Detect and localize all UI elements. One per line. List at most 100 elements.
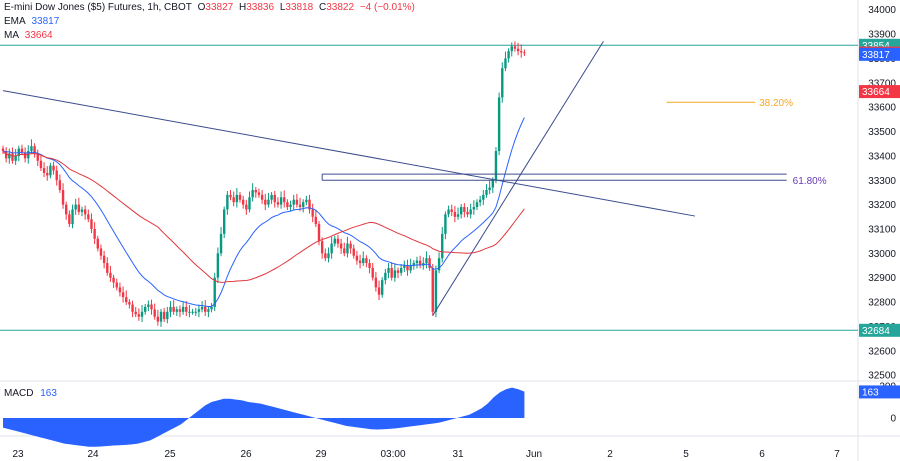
candle-body	[1, 148, 5, 152]
candle-body	[412, 263, 415, 266]
candle-body	[264, 199, 267, 205]
candle-body	[295, 199, 299, 205]
candle-body	[472, 207, 476, 210]
candle-body	[343, 248, 346, 254]
candle-body	[453, 211, 457, 217]
candle-body	[333, 238, 336, 244]
candle-body	[213, 277, 216, 307]
candle-body	[245, 204, 248, 210]
candle-body	[125, 297, 128, 303]
candle-body	[216, 253, 220, 278]
time-tick-label: 25	[164, 449, 176, 460]
low-label: L	[279, 2, 286, 13]
candle-body	[150, 304, 153, 310]
candle-body	[254, 190, 257, 193]
candle-body	[374, 277, 378, 288]
candle-body	[61, 190, 65, 205]
candle-body	[87, 214, 90, 220]
price-tick-label: 33500	[868, 127, 896, 138]
candle-body	[109, 272, 112, 278]
candle-body	[425, 258, 428, 264]
candle-body	[144, 306, 147, 312]
candle-body	[368, 263, 371, 268]
candle-body	[106, 263, 109, 273]
candle-body	[311, 209, 314, 217]
candle-body	[283, 197, 286, 203]
time-tick-label: 6	[759, 449, 765, 460]
candle-body	[399, 267, 403, 273]
candle-body	[102, 255, 106, 264]
candle-body	[226, 194, 229, 210]
candle-body	[406, 265, 409, 271]
candle-body	[248, 197, 251, 210]
candle-body	[267, 199, 270, 205]
price-tick-label: 33700	[868, 78, 896, 89]
candle-body	[339, 243, 343, 249]
candle-body	[302, 202, 305, 208]
candle-body	[14, 155, 17, 161]
candle-body	[437, 258, 441, 271]
high-value: 33836	[246, 2, 275, 13]
price-tick-label: 33000	[868, 249, 896, 260]
price-tick-label: 32600	[868, 346, 896, 357]
candle-body	[488, 187, 491, 190]
candle-body	[327, 253, 330, 259]
candle-body	[175, 309, 178, 312]
candle-body	[377, 287, 381, 295]
candle-body	[235, 194, 239, 203]
price-tick-label: 33300	[868, 176, 896, 187]
candle-body	[390, 267, 393, 278]
candle-body	[55, 170, 58, 181]
candle-body	[210, 306, 213, 310]
candle-body	[371, 267, 374, 278]
time-tick-label: 24	[87, 449, 99, 460]
candle-body	[112, 277, 115, 283]
symbol-legend: E-mini Dow Jones ($5) Futures, 1h, CBOT …	[4, 2, 418, 13]
candle-body	[276, 202, 280, 205]
candle-body	[396, 270, 400, 273]
candle-body	[381, 280, 384, 295]
price-tag	[859, 47, 900, 61]
low-value: 33818	[285, 2, 314, 13]
candle-body	[188, 311, 191, 313]
candle-body	[83, 209, 87, 215]
ema-value: 33817	[31, 16, 60, 27]
candle-body	[362, 258, 365, 264]
price-tick-label: 33400	[868, 151, 896, 162]
candle-body	[418, 260, 422, 266]
candle-body	[65, 204, 68, 215]
candle-body	[305, 199, 308, 203]
candle-body	[257, 192, 261, 195]
time-tick-label: 26	[240, 449, 252, 460]
macd-tag	[859, 385, 900, 399]
ema-legend: EMA 33817	[4, 16, 62, 27]
candle-body	[460, 207, 463, 215]
candle-body	[140, 311, 144, 317]
candle-body	[431, 267, 434, 312]
price-tick-label: 33900	[868, 30, 896, 41]
candle-body	[444, 214, 447, 234]
macd-tick-label: 0	[890, 414, 896, 425]
ma-legend: MA 33664	[4, 30, 56, 41]
candle-body	[90, 219, 93, 229]
candle-body	[456, 214, 460, 217]
price-tick-label: 32900	[868, 273, 896, 284]
candle-body	[447, 209, 450, 215]
price-tag	[859, 85, 900, 99]
candle-body	[286, 202, 289, 208]
time-tick-label: Jun	[526, 449, 542, 460]
candle-body	[71, 209, 74, 225]
candle-body	[42, 168, 46, 173]
candle-body	[232, 197, 235, 203]
macd-value: 163	[40, 388, 57, 399]
time-tick-label: 7	[834, 449, 840, 460]
candle-body	[156, 316, 160, 322]
candle-body	[330, 243, 333, 254]
candle-body	[11, 153, 14, 161]
candle-body	[352, 248, 355, 256]
candle-body	[93, 228, 96, 239]
candle-body	[99, 248, 103, 256]
candle-body	[393, 270, 397, 278]
high-label: H	[239, 2, 247, 13]
